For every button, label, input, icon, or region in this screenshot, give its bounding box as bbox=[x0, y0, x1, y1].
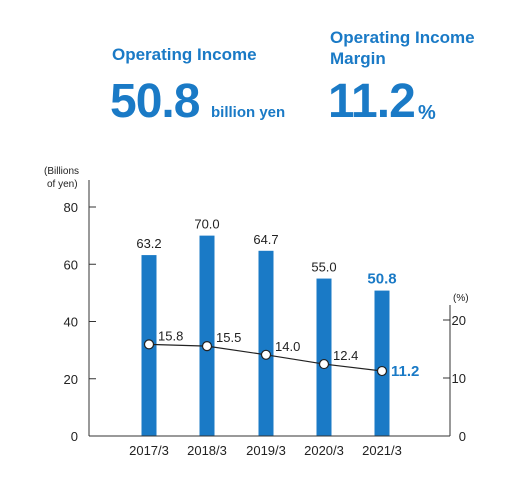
x-axis-tick-label: 2020/3 bbox=[304, 443, 344, 458]
margin-unit: % bbox=[418, 102, 436, 124]
left-axis-label-line1: (Billions bbox=[44, 166, 79, 177]
margin-point bbox=[376, 365, 388, 377]
margin-point bbox=[143, 339, 155, 350]
x-axis-tick-label: 2018/3 bbox=[187, 443, 227, 458]
margin-point bbox=[260, 349, 272, 360]
left-axis-tick-label: 20 bbox=[64, 372, 78, 387]
margin-label-line1: Operating Income bbox=[330, 28, 475, 47]
right-axis-label: (%) bbox=[453, 293, 469, 304]
bar-value-label: 50.8 bbox=[367, 271, 396, 288]
right-axis-tick-label: 0 bbox=[459, 429, 466, 444]
operating-income-label: Operating Income bbox=[112, 45, 257, 64]
margin-value-label: 15.5 bbox=[216, 330, 241, 345]
left-axis-tick-label: 0 bbox=[71, 429, 78, 444]
left-axis-tick-label: 40 bbox=[64, 315, 78, 330]
margin-value-label: 11.2 bbox=[391, 363, 419, 380]
left-axis-label-line2: of yen) bbox=[47, 179, 78, 190]
bar-2021/3 bbox=[374, 290, 390, 436]
bar-value-label: 64.7 bbox=[253, 232, 278, 247]
margin-label-line2: Margin bbox=[330, 49, 386, 68]
margin-value-label: 15.8 bbox=[158, 328, 183, 343]
bar-2018/3 bbox=[199, 235, 215, 436]
bar-value-label: 70.0 bbox=[194, 217, 219, 232]
right-axis-tick-label: 10 bbox=[452, 371, 466, 386]
operating-income-value: 50.8 bbox=[110, 75, 200, 128]
margin-value-label: 12.4 bbox=[333, 348, 358, 363]
bar-value-label: 55.0 bbox=[311, 260, 336, 275]
margin-point bbox=[201, 341, 213, 352]
x-axis-tick-label: 2019/3 bbox=[246, 443, 286, 458]
left-axis-tick-label: 60 bbox=[64, 257, 78, 272]
bar-2020/3 bbox=[316, 278, 332, 436]
margin-value-label: 14.0 bbox=[275, 339, 300, 354]
left-axis-tick-label: 80 bbox=[64, 200, 78, 215]
x-axis-tick-label: 2021/3 bbox=[362, 443, 402, 458]
right-axis-tick-label: 20 bbox=[452, 313, 466, 328]
bar-2019/3 bbox=[258, 250, 274, 436]
margin-value: 11.2 bbox=[328, 75, 416, 128]
bar-value-label: 63.2 bbox=[136, 236, 161, 251]
x-axis-tick-label: 2017/3 bbox=[129, 443, 169, 458]
operating-income-unit: billion yen bbox=[211, 104, 286, 121]
margin-point bbox=[318, 358, 330, 370]
